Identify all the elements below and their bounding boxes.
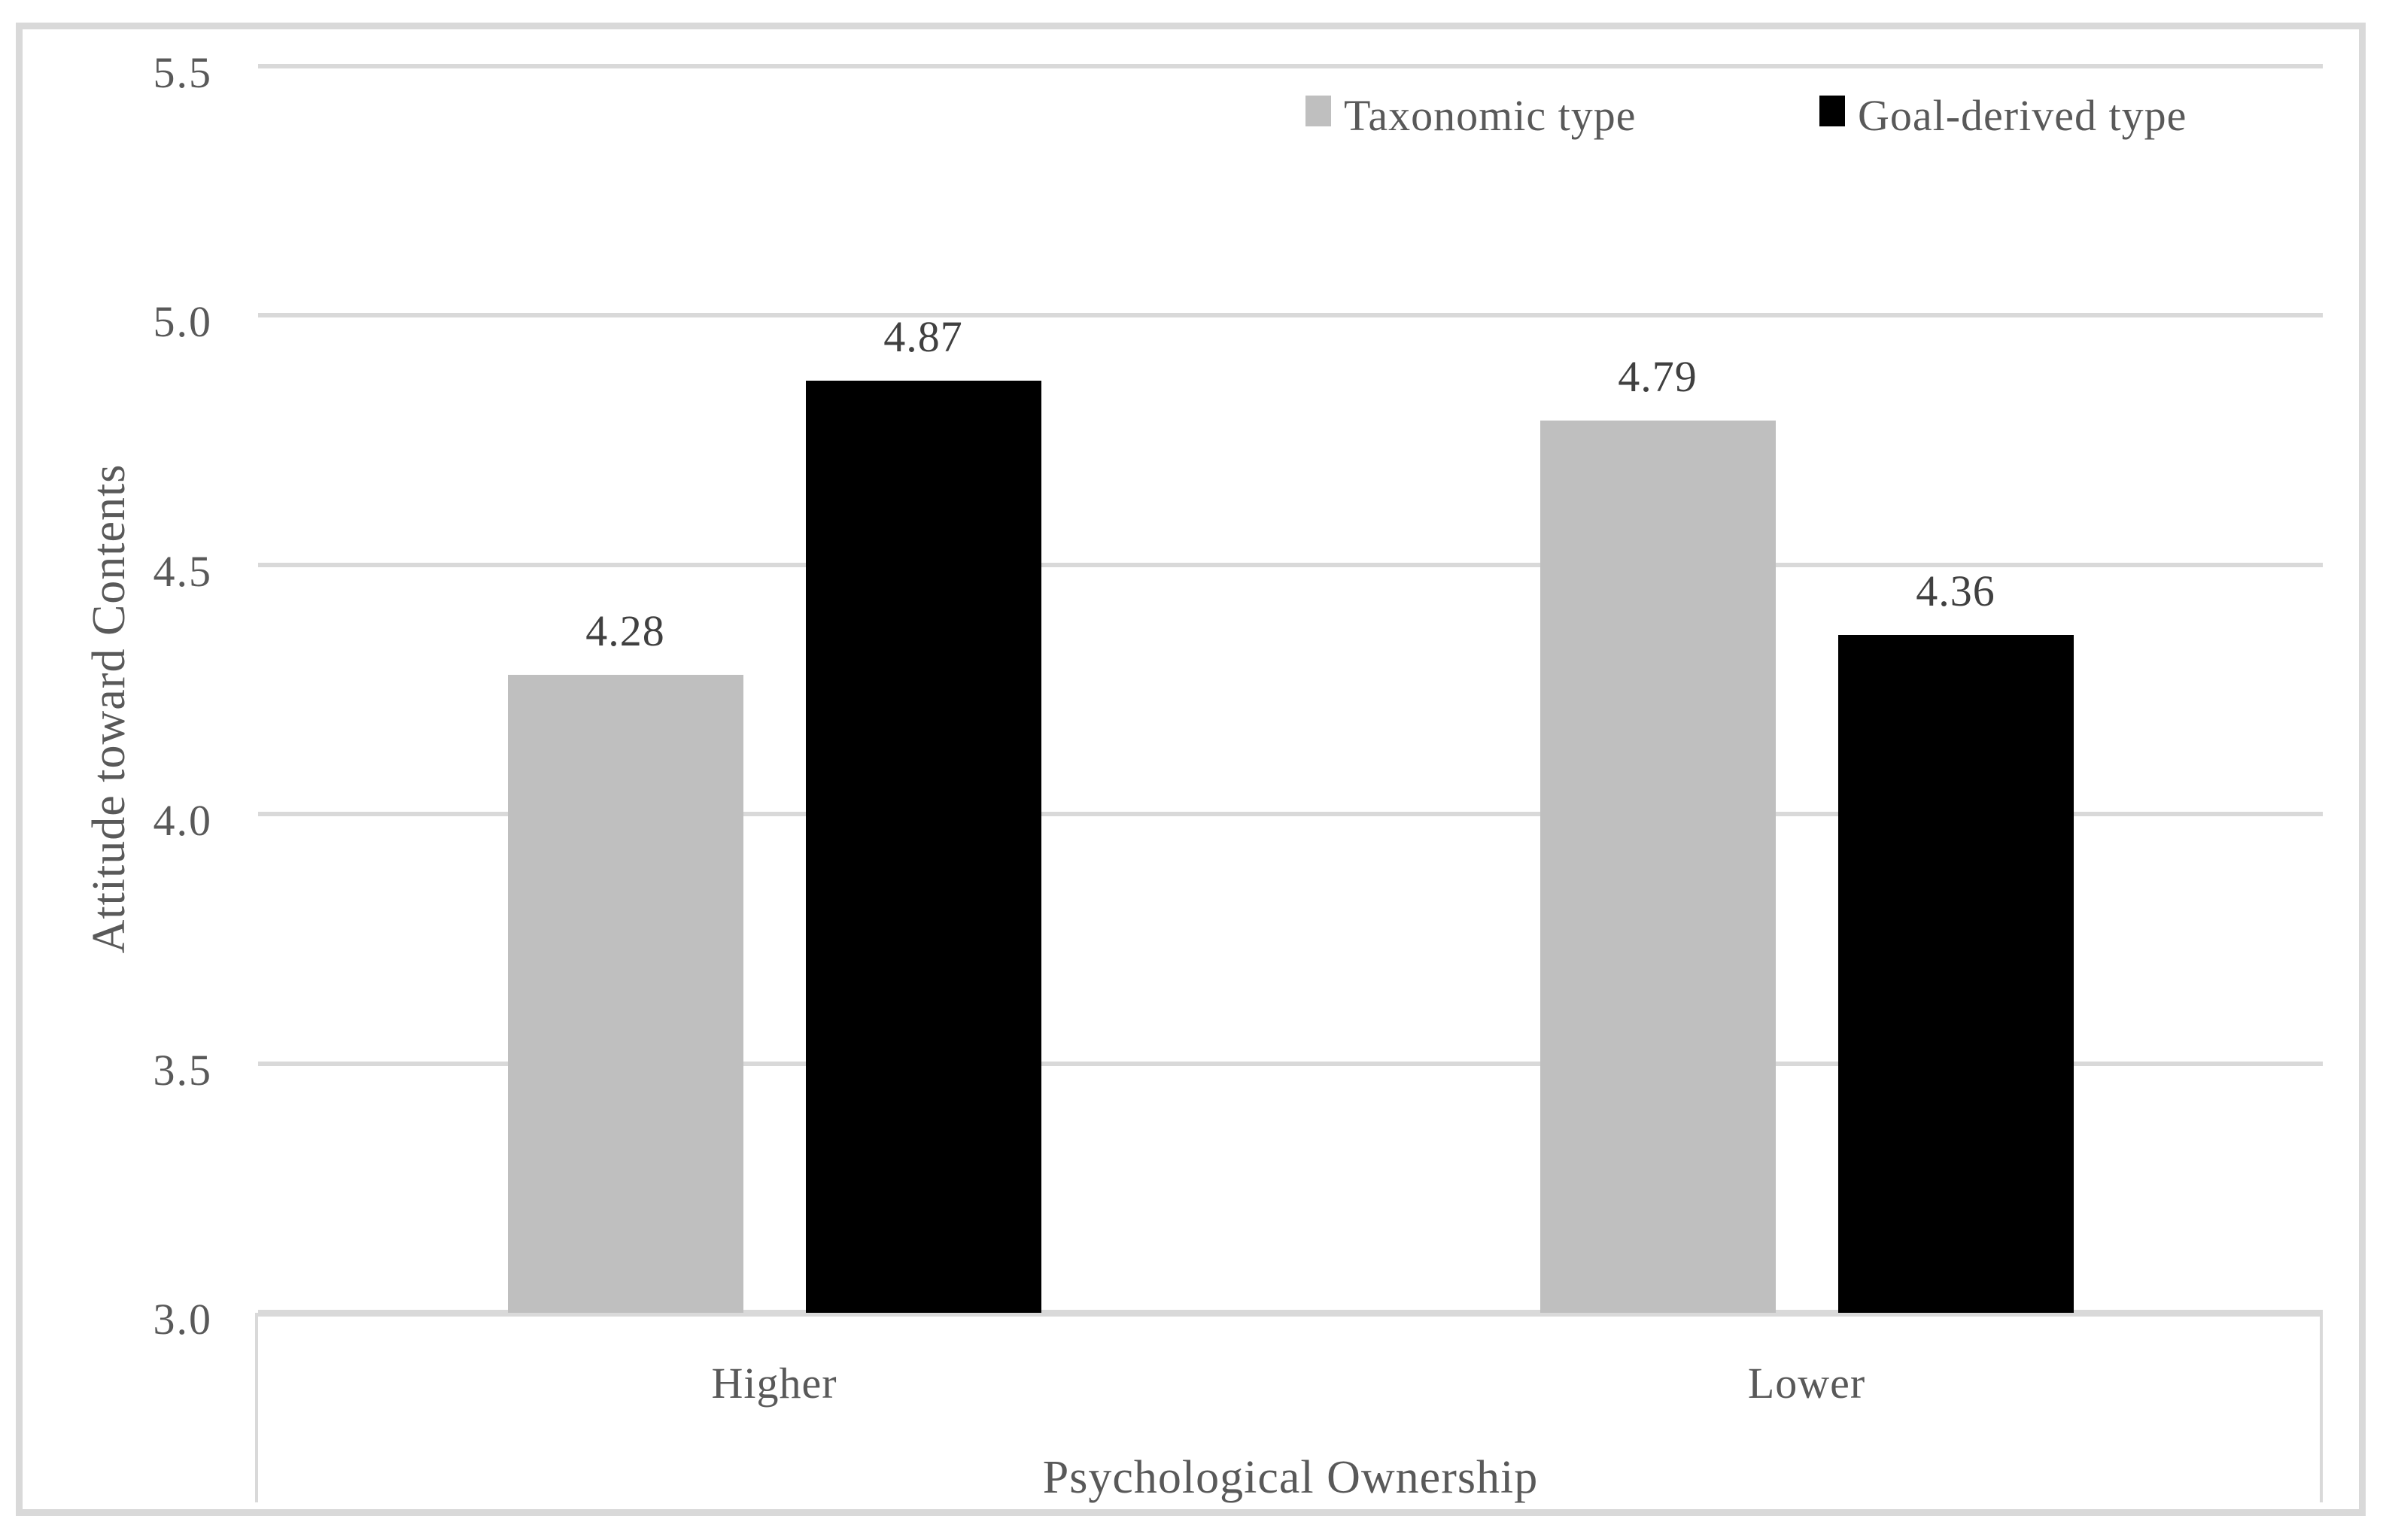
x-axis-left-tick [255,1313,258,1502]
gridline [258,313,2323,317]
legend-swatch-icon [1305,96,1331,126]
legend-entry-goal-derived-type: Goal-derived type [1819,91,2187,141]
bar-value-label: 4.87 [883,312,963,361]
category-label-higher: Higher [711,1359,837,1408]
x-axis-line [258,1310,2323,1317]
gridline [258,563,2323,567]
legend-entry-taxonomic-type: Taxonomic type [1305,91,1636,141]
bar-goal-derived-type-higher [806,381,1041,1313]
x-axis-title: Psychological Ownership [1042,1452,1539,1503]
y-tick-label: 3.0 [153,1295,212,1344]
bar-taxonomic-type-lower [1540,421,1776,1313]
y-tick-label: 3.5 [153,1046,212,1095]
y-tick-label: 4.5 [153,547,212,596]
x-axis-right-tick [2320,1313,2323,1502]
category-label-lower: Lower [1747,1359,1866,1408]
y-tick-label: 4.0 [153,796,212,845]
gridline [258,1062,2323,1066]
bar-value-label: 4.36 [1916,566,1995,615]
bar-value-label: 4.79 [1618,352,1698,401]
bar-taxonomic-type-higher [508,675,743,1313]
y-axis-title: Attitude toward Contents [84,463,135,954]
legend-label: Taxonomic type [1344,91,1637,140]
gridline [258,812,2323,816]
chart-border [16,23,2366,1516]
bar-goal-derived-type-lower [1838,635,2074,1313]
y-tick-label: 5.5 [153,48,212,97]
legend-label: Goal-derived type [1858,91,2187,140]
gridline [258,64,2323,68]
bar-value-label: 4.28 [585,606,665,655]
legend-swatch-icon [1819,96,1845,126]
y-tick-label: 5.0 [153,297,212,346]
